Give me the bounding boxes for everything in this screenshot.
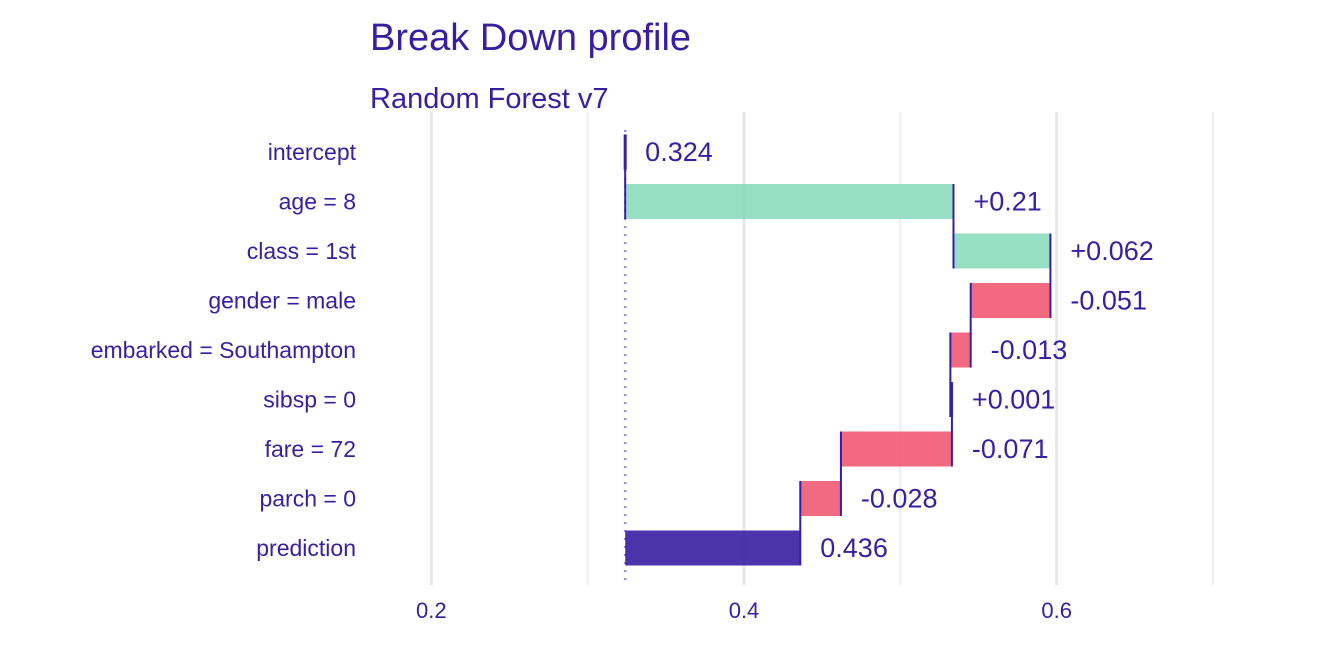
x-axis-ticks: 0.2 0.4 0.6: [416, 598, 1072, 623]
waterfall-connectors: [624, 134, 1052, 566]
bar-prediction: [625, 530, 801, 566]
bar-negative: [950, 332, 971, 368]
row-label: embarked = Southampton: [91, 337, 356, 363]
value-label: +0.21: [973, 187, 1041, 217]
row-label: intercept: [268, 139, 357, 165]
value-label: +0.001: [972, 385, 1055, 415]
x-tick-label: 0.2: [416, 598, 447, 623]
bar-positive: [953, 233, 1051, 269]
row-label: prediction: [256, 535, 356, 561]
row-label: class = 1st: [247, 238, 357, 264]
bar-negative: [800, 481, 841, 516]
bar-positive: [625, 184, 954, 219]
bar-negative: [970, 283, 1051, 318]
row-label: age = 8: [279, 189, 356, 215]
x-tick-label: 0.4: [729, 598, 760, 623]
value-label: -0.071: [972, 434, 1049, 464]
row-label: gender = male: [208, 288, 356, 314]
chart-subtitle: Random Forest v7: [370, 83, 609, 115]
value-labels: 0.324 +0.21 +0.062 -0.051-0.013 +0.001 -0.071…: [645, 137, 1154, 563]
x-tick-label: 0.6: [1041, 598, 1072, 623]
value-label: -0.013: [991, 335, 1068, 365]
chart-title: Break Down profile: [370, 17, 691, 59]
value-label: +0.062: [1070, 236, 1153, 266]
row-label: fare = 72: [265, 436, 356, 462]
value-label: 0.436: [820, 533, 888, 563]
bar-negative: [840, 431, 952, 467]
waterfall-bars: [623, 134, 1051, 566]
value-label: -0.028: [861, 484, 938, 514]
row-label: sibsp = 0: [263, 387, 356, 413]
value-label: -0.051: [1070, 286, 1147, 316]
value-label: 0.324: [645, 137, 713, 167]
row-labels: intercept age = 8 class = 1st gender = male…: [91, 139, 357, 561]
row-label: parch = 0: [259, 486, 356, 512]
